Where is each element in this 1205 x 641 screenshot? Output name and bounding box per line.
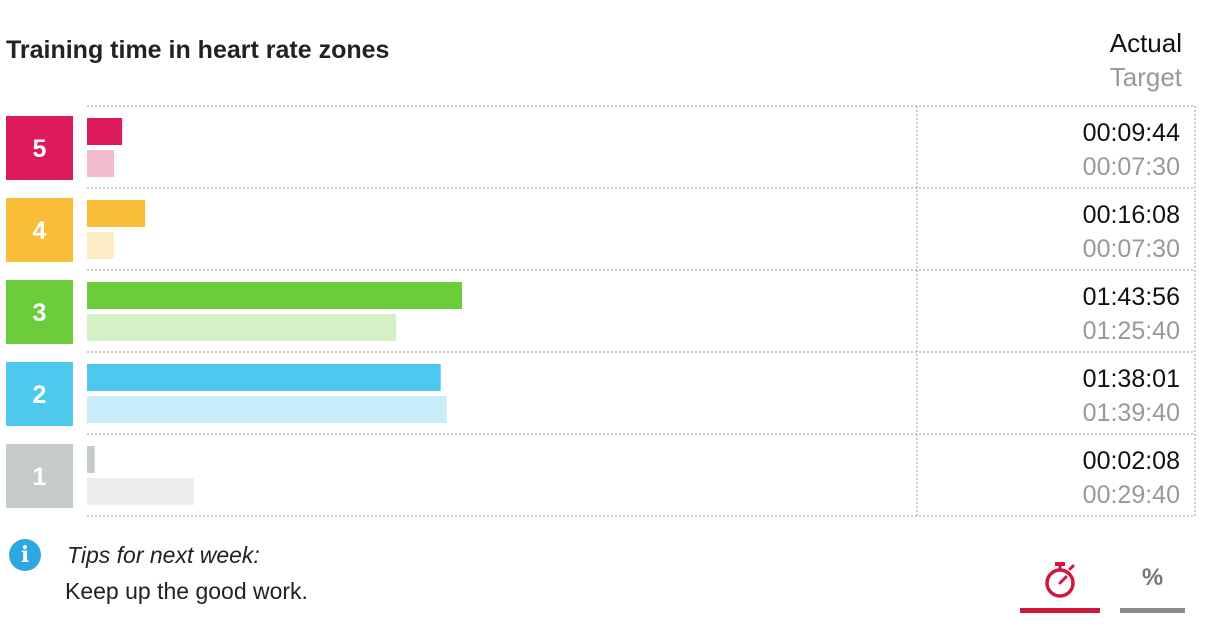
chart-title: Training time in heart rate zones <box>6 36 390 64</box>
target-time-zone-5: 00:07:30 <box>1083 153 1180 181</box>
tips-text: Keep up the good work. <box>65 578 308 604</box>
zone-label-5: 5 <box>33 135 47 163</box>
legend-target: Target <box>1109 62 1182 92</box>
zone-badge-1 <box>6 444 73 508</box>
target-bar-zone-2 <box>87 396 447 423</box>
actual-time-zone-3: 01:43:56 <box>1083 283 1180 311</box>
zone-label-4: 4 <box>33 217 47 245</box>
percent-view-tab[interactable]: % <box>1120 555 1185 613</box>
heart-rate-zones-chart: 5 00:09:44 00:07:30 4 00:16:08 00:07:30 3 01:43… <box>6 105 1196 517</box>
zone-label-2: 2 <box>33 381 47 409</box>
actual-bar-zone-2 <box>87 364 441 391</box>
target-bar-zone-4 <box>87 232 115 259</box>
tips-heading: Tips for next week: <box>67 542 260 568</box>
target-bar-zone-1 <box>87 478 195 505</box>
actual-bar-zone-5 <box>87 118 123 145</box>
target-time-zone-3: 01:25:40 <box>1083 317 1180 345</box>
actual-bar-zone-1 <box>87 446 95 473</box>
time-view-tab[interactable] <box>1020 555 1100 613</box>
zone-badge-4 <box>6 198 73 262</box>
actual-time-zone-2: 01:38:01 <box>1083 365 1180 393</box>
zone-badge-2 <box>6 362 73 426</box>
info-icon[interactable]: i <box>9 539 41 571</box>
actual-bar-zone-4 <box>87 200 146 227</box>
zone-label-3: 3 <box>33 299 47 327</box>
zone-badge-3 <box>6 280 73 344</box>
zone-label-1: 1 <box>33 463 47 491</box>
actual-time-zone-1: 00:02:08 <box>1083 447 1180 475</box>
legend-actual: Actual <box>1109 28 1182 58</box>
zone-badge-5 <box>6 116 73 180</box>
actual-time-zone-5: 00:09:44 <box>1083 119 1180 147</box>
stopwatch-icon <box>1045 562 1075 598</box>
actual-time-zone-4: 00:16:08 <box>1083 201 1180 229</box>
target-time-zone-2: 01:39:40 <box>1083 399 1180 427</box>
target-time-zone-4: 00:07:30 <box>1083 235 1180 263</box>
target-bar-zone-5 <box>87 150 115 177</box>
target-time-zone-1: 00:29:40 <box>1083 481 1180 509</box>
actual-bar-zone-3 <box>87 282 463 309</box>
target-bar-zone-3 <box>87 314 397 341</box>
